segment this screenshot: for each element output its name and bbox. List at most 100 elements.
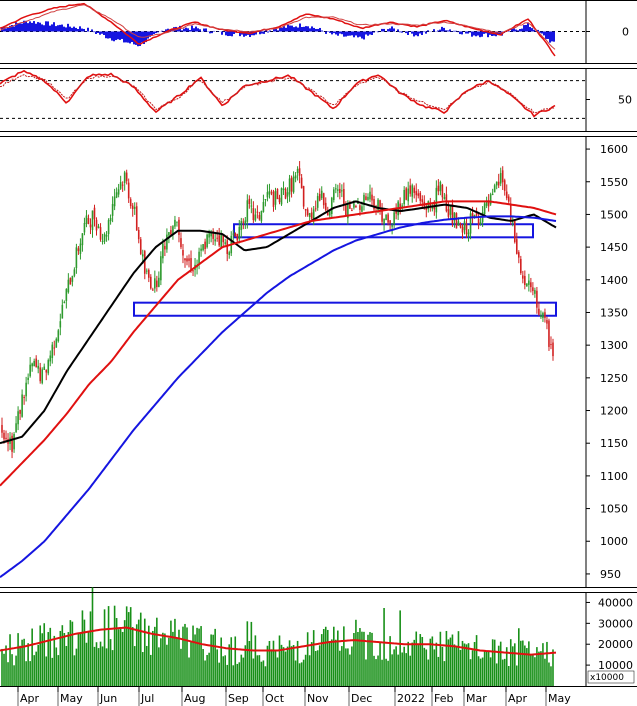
candle-body (534, 290, 536, 294)
x-tick-label: Oct (265, 692, 285, 705)
candle-body (11, 435, 13, 452)
candle-body (103, 234, 106, 242)
candle-body (170, 230, 172, 235)
candle-body (441, 184, 444, 198)
candle-body (156, 280, 158, 288)
candle-body (550, 344, 552, 346)
candle-body (509, 204, 512, 220)
candle-body (457, 221, 460, 226)
price-1350-tick-label: 1350 (600, 306, 628, 319)
candle-body (210, 232, 212, 237)
candle-body (322, 193, 325, 206)
osc-50-tick-label: 50 (618, 94, 632, 107)
candle-body (220, 234, 222, 248)
candle-body (101, 240, 104, 242)
candle-body (77, 248, 80, 252)
candle-body (451, 203, 454, 224)
x-tick-label: Nov (307, 692, 329, 705)
candle-body (324, 202, 327, 211)
candle-body (286, 192, 289, 197)
candle-body (57, 330, 60, 342)
candle-body (385, 215, 387, 221)
candle-body (485, 200, 488, 206)
candle-body (75, 247, 78, 269)
candle-body (125, 172, 128, 182)
x-tick-label: Apr (508, 692, 528, 705)
candle-body (150, 276, 152, 289)
candle-body (425, 207, 428, 210)
candle-body (413, 187, 416, 193)
candle-body (262, 201, 265, 212)
candle-body (419, 192, 422, 201)
candle-body (395, 210, 397, 214)
candle-body (79, 243, 82, 254)
candle-body (339, 188, 341, 194)
candle-body (250, 205, 253, 207)
candle-body (536, 290, 538, 308)
candle-body (99, 227, 102, 240)
candle-body (5, 437, 7, 439)
volume-unit-box (587, 670, 635, 684)
candle-body (320, 190, 323, 199)
candle-body (505, 191, 508, 199)
candle-body (1, 424, 3, 433)
candle-body (351, 210, 353, 212)
price-1400-tick-label: 1400 (600, 274, 628, 287)
price-1050-tick-label: 1050 (600, 503, 628, 516)
candle-body (538, 308, 540, 315)
candle-body (256, 211, 259, 213)
price-1200-tick-label: 1200 (600, 405, 628, 418)
candle-body (427, 201, 430, 210)
candle-body (387, 214, 389, 223)
candle-body (328, 211, 331, 216)
candle-body (47, 360, 50, 374)
candle-body (91, 210, 94, 231)
candle-body (131, 205, 134, 209)
candle-body (274, 191, 277, 205)
candle-body (236, 233, 239, 241)
candle-body (234, 233, 237, 237)
candle-body (61, 304, 64, 319)
candle-body (212, 231, 214, 239)
candle-body (152, 289, 154, 291)
candle-body (35, 358, 37, 368)
candle-body (65, 288, 68, 301)
candle-body (491, 193, 494, 195)
candle-body (33, 360, 35, 367)
candle-body (409, 185, 412, 194)
x-tick-label: Mar (466, 692, 487, 705)
candle-body (284, 188, 287, 199)
candle-body (471, 213, 474, 218)
candle-body (260, 211, 263, 222)
candle-body (71, 275, 74, 282)
x-tick-label: Sep (228, 692, 249, 705)
candle-body (278, 197, 281, 203)
candle-body (405, 188, 407, 200)
price-1600-tick-label: 1600 (600, 143, 628, 156)
candle-body (367, 196, 369, 200)
candle-body (214, 239, 216, 242)
candle-body (204, 241, 206, 249)
candle-body (353, 203, 355, 208)
candle-body (172, 226, 174, 235)
candle-body (389, 220, 391, 224)
candle-body (276, 188, 279, 200)
candle-body (369, 191, 371, 200)
candle-body (528, 280, 530, 285)
candle-body (198, 251, 200, 266)
candle-body (359, 205, 361, 210)
candle-body (248, 198, 251, 205)
candle-body (499, 173, 502, 184)
candle-body (507, 196, 510, 202)
candle-body (266, 192, 269, 198)
candle-body (302, 186, 305, 207)
candle-body (473, 214, 476, 217)
candle-body (361, 206, 363, 212)
candle-body (41, 369, 44, 384)
candle-body (13, 434, 15, 450)
candle-body (81, 233, 84, 246)
candle-body (49, 355, 52, 362)
macd-line-1 (0, 4, 556, 50)
x-tick-label: Dec (351, 692, 372, 705)
candle-body (145, 270, 148, 272)
